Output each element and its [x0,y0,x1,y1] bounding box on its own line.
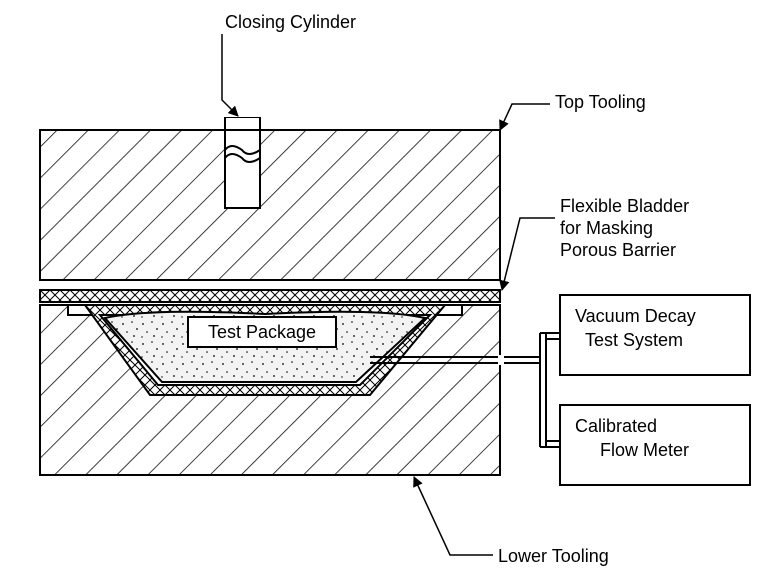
lower-tooling-label: Lower Tooling [498,546,609,566]
bladder-label-1: Flexible Bladder [560,196,689,216]
bladder-label-3: Porous Barrier [560,240,676,260]
flow-meter-box: Calibrated Flow Meter [560,405,750,485]
vacuum-line2: Test System [585,330,683,350]
vacuum-decay-diagram: Test Package Vacuum Decay Test System Ca… [0,0,762,579]
closing-cylinder-label: Closing Cylinder [225,12,356,32]
flow-line2: Flow Meter [600,440,689,460]
bladder-label-2: for Masking [560,218,653,238]
test-package-label: Test Package [208,322,316,342]
top-tooling-label: Top Tooling [555,92,646,112]
flexible-bladder [40,290,500,302]
top-tooling [40,130,500,280]
flow-line1: Calibrated [575,416,657,436]
vacuum-decay-box: Vacuum Decay Test System [560,295,750,375]
vacuum-line1: Vacuum Decay [575,306,696,326]
